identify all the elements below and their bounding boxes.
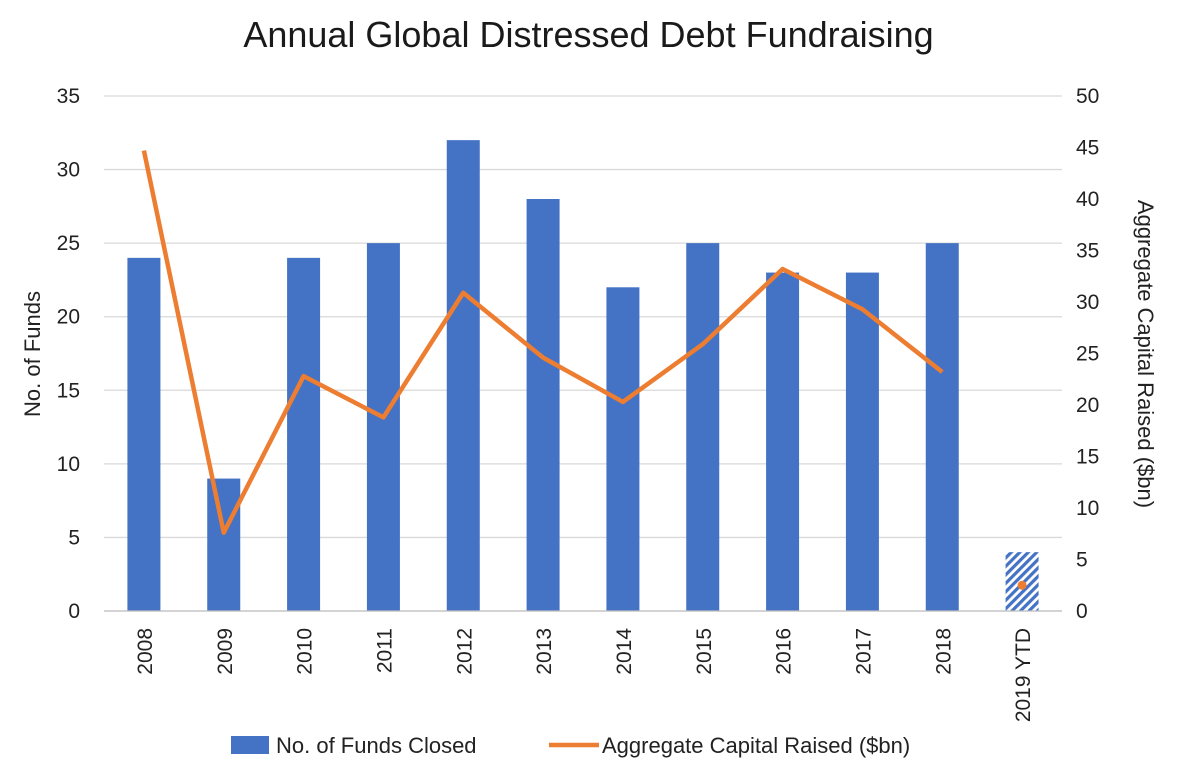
bar-2014 — [606, 287, 640, 611]
x-tick-label: 2016 — [773, 628, 796, 675]
y-right-tick-label: 50 — [1076, 85, 1099, 108]
axes: 0 5 10 15 20 25 30 35 0 5 10 15 20 25 30 35 40 45 50 2008 20… — [57, 85, 1100, 722]
legend-label-funds: No. of Funds Closed — [276, 733, 477, 758]
x-tick-label: 2008 — [134, 628, 157, 675]
y-axis-left-title: No. of Funds — [20, 291, 45, 417]
x-tick-label: 2013 — [533, 628, 556, 675]
bar-2008 — [127, 257, 161, 611]
bar-2010 — [287, 257, 321, 611]
y-right-tick-label: 40 — [1076, 188, 1099, 211]
y-right-tick-label: 35 — [1076, 240, 1099, 263]
x-tick-label: 2014 — [613, 628, 636, 675]
x-tick-label: 2015 — [693, 628, 716, 675]
x-tick-label: 2017 — [852, 628, 875, 675]
y-right-tick-label: 15 — [1076, 446, 1099, 469]
y-right-tick-label: 0 — [1076, 600, 1088, 623]
bar-2015 — [686, 243, 720, 611]
y-right-tick-label: 30 — [1076, 291, 1099, 314]
y-left-tick-label: 35 — [57, 85, 80, 108]
y-left-tick-label: 30 — [57, 159, 80, 182]
y-right-tick-label: 5 — [1076, 549, 1088, 572]
bar-2016 — [766, 272, 800, 611]
x-tick-label: 2018 — [932, 628, 955, 675]
bar-series — [127, 140, 1039, 611]
y-axis-right-title: Aggregate Capital Raised ($bn) — [1133, 200, 1158, 508]
bar-2009 — [207, 478, 241, 611]
bar-2013 — [526, 199, 560, 611]
legend: No. of Funds Closed Aggregate Capital Rai… — [231, 733, 910, 758]
bar-2017 — [845, 272, 879, 611]
y-left-tick-label: 5 — [68, 526, 80, 549]
line-series — [141, 150, 1027, 590]
x-tick-label: 2019 YTD — [1012, 628, 1035, 722]
y-left-tick-label: 20 — [57, 306, 80, 329]
capital-raised-line — [141, 150, 944, 535]
x-tick-label: 2010 — [294, 628, 317, 675]
bar-2012 — [446, 140, 480, 611]
y-left-tick-label: 25 — [57, 232, 80, 255]
y-left-tick-label: 0 — [68, 600, 80, 623]
y-left-tick-label: 15 — [57, 379, 80, 402]
y-right-tick-label: 10 — [1076, 497, 1099, 520]
x-tick-label: 2012 — [453, 628, 476, 675]
legend-swatch-funds — [231, 736, 269, 754]
x-tick-label: 2011 — [373, 628, 396, 673]
legend-label-capital: Aggregate Capital Raised ($bn) — [602, 733, 910, 758]
y-right-tick-label: 25 — [1076, 343, 1099, 366]
bar-2018 — [925, 243, 959, 611]
y-left-tick-label: 10 — [57, 453, 80, 476]
y-right-tick-label: 45 — [1076, 137, 1099, 160]
x-tick-label: 2009 — [214, 628, 237, 675]
bar-2011 — [366, 243, 400, 611]
chart-title: Annual Global Distressed Debt Fundraisin… — [243, 14, 934, 55]
capital-raised-point-2019-ytd — [1017, 580, 1027, 590]
y-right-tick-label: 20 — [1076, 394, 1099, 417]
